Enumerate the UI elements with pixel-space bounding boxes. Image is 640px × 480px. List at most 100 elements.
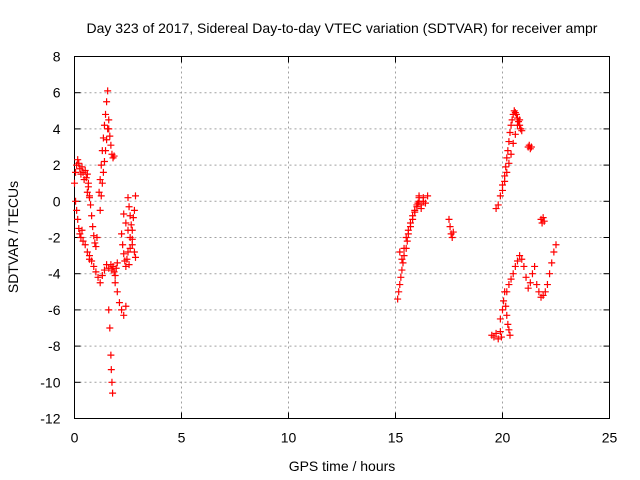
data-point	[105, 306, 113, 314]
y-axis-label: SDTVAR / TECUs	[5, 181, 21, 293]
data-point	[120, 210, 128, 218]
data-point	[83, 248, 91, 256]
data-point	[490, 333, 498, 341]
data-point	[398, 266, 406, 274]
data-point	[506, 331, 514, 339]
data-point	[99, 134, 107, 142]
data-point	[504, 147, 512, 155]
data-point	[92, 243, 100, 251]
data-point	[97, 161, 105, 169]
chart-title: Day 323 of 2017, Sidereal Day-to-day VTE…	[87, 20, 598, 36]
data-point	[113, 259, 121, 267]
data-point	[100, 266, 108, 274]
data-point	[409, 212, 417, 220]
data-point	[111, 272, 119, 280]
data-point	[112, 264, 120, 272]
x-tick-label: 15	[388, 430, 404, 446]
data-point	[526, 279, 534, 287]
data-point	[100, 121, 108, 129]
data-point	[97, 192, 105, 200]
data-point	[497, 333, 505, 341]
data-point	[110, 268, 118, 276]
data-point	[445, 215, 453, 223]
data-point	[503, 288, 511, 296]
data-point	[411, 206, 419, 214]
x-tick-label: 25	[602, 430, 618, 446]
data-point	[507, 275, 515, 283]
data-point	[516, 252, 524, 260]
data-point	[518, 127, 526, 135]
data-point	[505, 326, 513, 334]
data-point	[103, 98, 111, 106]
data-point	[396, 248, 404, 256]
data-point	[505, 281, 513, 289]
data-point	[122, 302, 130, 310]
data-point	[403, 237, 411, 245]
data-point	[128, 241, 136, 249]
data-point	[535, 288, 543, 296]
data-point	[402, 234, 410, 241]
data-point	[543, 281, 551, 289]
data-point	[509, 139, 517, 147]
data-point	[106, 132, 114, 140]
data-point	[507, 150, 515, 158]
y-tick-label: 2	[53, 157, 61, 173]
data-point	[406, 219, 414, 227]
y-tick-labels: -12 -10 -8 -6 -4 -2 0 2 4 6 8	[40, 49, 60, 427]
data-point	[109, 154, 117, 162]
data-point	[78, 226, 86, 234]
data-point	[496, 192, 504, 200]
data-point	[72, 168, 80, 176]
data-point	[541, 288, 549, 296]
data-point	[91, 239, 99, 247]
y-tick-label: -8	[48, 338, 61, 354]
data-point	[118, 306, 126, 314]
data-point	[94, 273, 102, 281]
data-point	[509, 270, 517, 278]
data-point	[539, 214, 547, 222]
data-point	[90, 262, 98, 270]
y-tick-label: -4	[48, 266, 61, 282]
data-point	[113, 288, 121, 296]
data-point	[503, 311, 511, 319]
data-point	[123, 255, 131, 263]
data-point	[550, 248, 558, 256]
data-point	[119, 241, 127, 249]
data-point	[84, 179, 92, 187]
data-point	[508, 116, 516, 124]
y-tick-label: -2	[48, 230, 61, 246]
data-point	[75, 224, 83, 232]
data-point	[93, 234, 101, 241]
data-point	[528, 270, 536, 278]
data-point	[100, 157, 108, 165]
data-point	[110, 152, 118, 160]
data-point	[81, 241, 89, 249]
data-point	[103, 136, 111, 144]
data-point	[505, 138, 513, 146]
data-point	[507, 121, 515, 129]
data-point	[78, 163, 86, 171]
data-point	[520, 262, 528, 270]
data-point	[494, 201, 502, 209]
data-point	[96, 206, 104, 214]
data-point	[109, 389, 117, 397]
data-point	[506, 129, 514, 137]
data-point	[124, 248, 132, 256]
data-point	[400, 244, 408, 252]
data-point	[120, 250, 128, 258]
data-point	[511, 262, 519, 270]
data-point	[122, 219, 130, 227]
data-point	[76, 230, 84, 238]
data-point	[395, 288, 403, 296]
data-series	[394, 192, 457, 303]
data-point	[98, 179, 106, 187]
data-point	[88, 257, 96, 265]
data-point	[98, 272, 106, 280]
data-point	[96, 176, 104, 184]
data-point	[96, 279, 104, 287]
data-point	[105, 116, 113, 124]
data-point	[73, 206, 81, 214]
data-point	[446, 223, 454, 231]
data-point	[415, 192, 423, 200]
data-point	[87, 201, 95, 209]
